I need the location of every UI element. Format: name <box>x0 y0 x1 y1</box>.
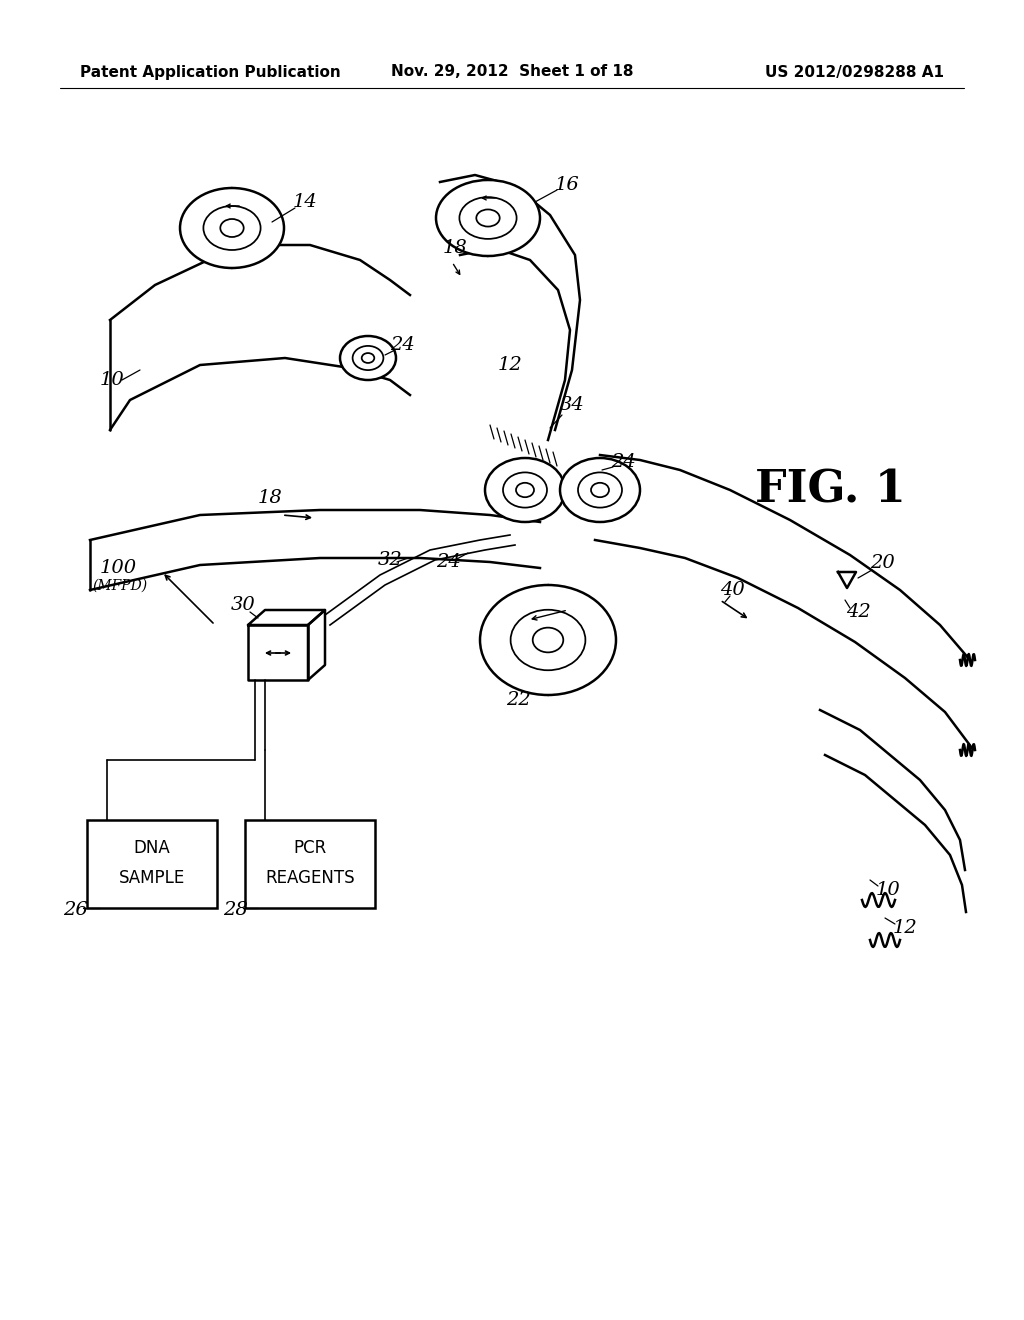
Text: 42: 42 <box>846 603 870 620</box>
Text: (MFPD): (MFPD) <box>92 579 147 593</box>
Text: US 2012/0298288 A1: US 2012/0298288 A1 <box>765 65 944 79</box>
Polygon shape <box>308 610 325 680</box>
Text: 24: 24 <box>389 337 415 354</box>
Text: 12: 12 <box>498 356 522 374</box>
Ellipse shape <box>436 180 540 256</box>
Text: 10: 10 <box>99 371 124 389</box>
Ellipse shape <box>180 187 284 268</box>
Text: 40: 40 <box>720 581 744 599</box>
Text: 34: 34 <box>560 396 585 414</box>
Text: 100: 100 <box>99 558 136 577</box>
Text: Patent Application Publication: Patent Application Publication <box>80 65 341 79</box>
Text: 32: 32 <box>378 550 402 569</box>
Text: 24: 24 <box>610 453 635 471</box>
Text: Nov. 29, 2012  Sheet 1 of 18: Nov. 29, 2012 Sheet 1 of 18 <box>391 65 633 79</box>
Polygon shape <box>248 610 325 624</box>
Text: 22: 22 <box>506 690 530 709</box>
Text: 16: 16 <box>555 176 580 194</box>
Bar <box>87 820 217 908</box>
Text: 30: 30 <box>230 597 255 614</box>
Text: 24: 24 <box>435 553 461 572</box>
Text: 12: 12 <box>893 919 918 937</box>
Polygon shape <box>248 624 308 680</box>
Ellipse shape <box>560 458 640 521</box>
Text: DNA: DNA <box>133 840 170 857</box>
Text: 18: 18 <box>258 488 283 507</box>
Text: 28: 28 <box>222 902 248 919</box>
Text: PCR: PCR <box>293 840 327 857</box>
Text: 14: 14 <box>293 193 317 211</box>
Ellipse shape <box>485 458 565 521</box>
Text: 20: 20 <box>869 554 894 572</box>
Bar <box>245 820 375 908</box>
Text: 18: 18 <box>442 239 467 257</box>
Ellipse shape <box>480 585 616 696</box>
Ellipse shape <box>340 337 396 380</box>
Text: 10: 10 <box>876 880 900 899</box>
Text: REAGENTS: REAGENTS <box>265 869 354 887</box>
Text: SAMPLE: SAMPLE <box>119 869 185 887</box>
Text: 26: 26 <box>62 902 87 919</box>
Text: FIG. 1: FIG. 1 <box>755 469 905 511</box>
